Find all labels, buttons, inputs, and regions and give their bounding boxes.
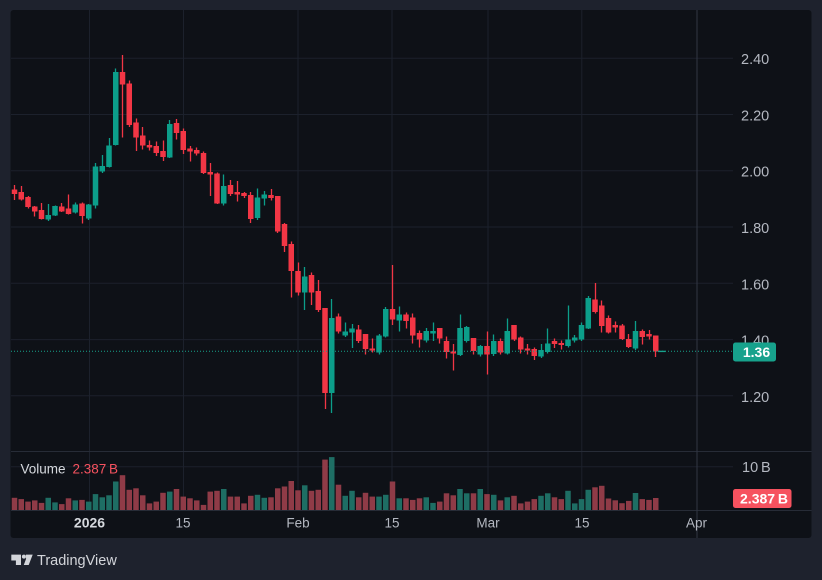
svg-text:2.20: 2.20 — [741, 109, 769, 125]
svg-text:15: 15 — [384, 516, 399, 531]
svg-text:Volume: Volume — [21, 462, 66, 477]
svg-text:1.36: 1.36 — [743, 344, 770, 360]
svg-text:15: 15 — [574, 516, 589, 531]
svg-text:10 B: 10 B — [742, 460, 771, 476]
svg-text:Apr: Apr — [686, 516, 708, 531]
svg-text:2.387 B: 2.387 B — [740, 491, 788, 507]
svg-text:2026: 2026 — [74, 515, 105, 531]
svg-text:2.40: 2.40 — [741, 52, 769, 68]
svg-text:1.80: 1.80 — [741, 221, 769, 237]
svg-text:TradingView: TradingView — [37, 553, 117, 569]
svg-text:15: 15 — [175, 516, 190, 531]
svg-text:Feb: Feb — [286, 516, 309, 531]
svg-text:2.387 B: 2.387 B — [73, 462, 119, 477]
svg-text:Mar: Mar — [476, 516, 500, 531]
svg-text:1.60: 1.60 — [741, 277, 769, 293]
svg-text:2.00: 2.00 — [741, 165, 769, 181]
svg-text:1.20: 1.20 — [741, 390, 769, 406]
